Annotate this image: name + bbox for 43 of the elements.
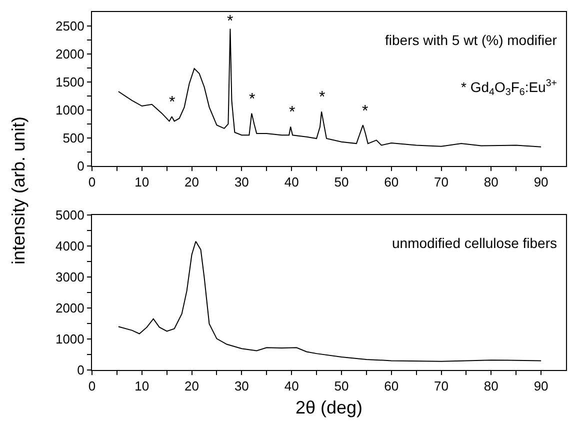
y-tick-label: 1000 [55,332,84,347]
x-tick-label: 60 [384,378,399,394]
y-tick-label: 5000 [55,208,84,223]
x-tick-label: 10 [134,174,150,190]
annotation: * [319,89,326,106]
x-tick-label: 80 [484,174,498,190]
y-tick-label: 4000 [55,238,84,254]
y-tick-label: 2000 [55,300,84,316]
y-tick-label: 1500 [55,74,84,90]
x-tick-label: 90 [534,378,548,394]
y-tick-label: 3000 [55,270,84,285]
annotation: fibers with 5 wt (%) modifier [385,32,558,48]
x-tick-label: 10 [134,378,150,394]
y-tick-label: 0 [77,158,84,174]
annotation: * [249,91,256,108]
annotation: * [227,13,234,30]
x-tick-label: 80 [484,378,498,394]
y-axis-title: intensity (arb. unit) [8,116,29,265]
x-axis-title: 2θ (deg) [295,398,363,418]
annotation: * [169,94,176,111]
x-tick-label: 50 [334,378,349,394]
y-tick-label: 500 [62,130,84,146]
x-tick-label: 90 [534,174,548,190]
y-tick-label: 1000 [55,102,84,118]
x-tick-label: 20 [184,174,200,190]
x-tick-label: 70 [434,378,448,394]
x-tick-label: 40 [284,378,299,394]
annotation: * [362,103,368,120]
y-tick-label: 2500 [55,18,84,34]
x-tick-label: 70 [434,174,448,190]
x-tick-label: 30 [234,174,249,190]
x-tick-label: 20 [184,378,200,394]
x-tick-label: 30 [234,378,249,394]
y-tick-label: 2000 [55,46,84,62]
x-tick-label: 0 [88,378,96,394]
annotation: * Gd$_{4}$O$_{3}$F$_{6}$:Eu$^{3+}$ [461,78,558,98]
x-tick-label: 0 [88,174,96,190]
y-tick-label: 0 [77,362,84,378]
x-tick-label: 40 [284,174,299,190]
annotation: * [289,104,296,121]
x-tick-label: 60 [384,174,399,190]
annotation: unmodified cellulose fibers [392,235,557,251]
x-tick-label: 50 [334,174,349,190]
